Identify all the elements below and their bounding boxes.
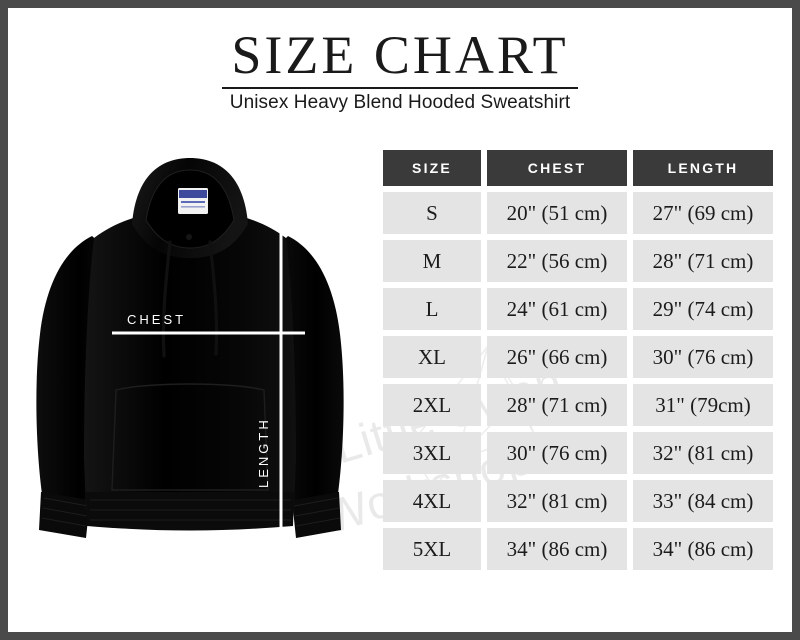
- cell-length: 32" (81 cm): [633, 432, 773, 474]
- brand-label: [178, 188, 208, 214]
- cell-size: M: [383, 240, 481, 282]
- drawstring-left: [161, 240, 172, 358]
- length-label: LENGTH: [256, 417, 271, 488]
- kangaroo-pocket: [111, 383, 269, 491]
- chest-label: CHEST: [127, 312, 186, 327]
- cell-length: 29" (74 cm): [633, 288, 773, 330]
- cell-size: S: [383, 192, 481, 234]
- left-cuff: [39, 492, 90, 538]
- table-row: XL 26" (66 cm) 30" (76 cm): [383, 336, 773, 378]
- cell-size: 3XL: [383, 432, 481, 474]
- title-divider: [222, 87, 578, 89]
- cell-chest: 32" (81 cm): [487, 480, 627, 522]
- measurement-overlay: CHEST LENGTH: [112, 208, 305, 564]
- column-header-size: SIZE: [383, 150, 481, 186]
- table-row: M 22" (56 cm) 28" (71 cm): [383, 240, 773, 282]
- column-header-chest: CHEST: [487, 150, 627, 186]
- cell-chest: 34" (86 cm): [487, 528, 627, 570]
- page-subtitle: Unisex Heavy Blend Hooded Sweatshirt: [229, 92, 571, 113]
- right-cuff: [292, 492, 341, 538]
- hem-rib: [86, 492, 294, 531]
- cell-size: 4XL: [383, 480, 481, 522]
- cell-length: 34" (86 cm): [633, 528, 773, 570]
- table-row: 3XL 30" (76 cm) 32" (81 cm): [383, 432, 773, 474]
- hoodie-body: [36, 158, 344, 538]
- cell-length: 31" (79cm): [633, 384, 773, 426]
- chart-canvas: SIZE CHART Unisex Heavy Blend Hooded Swe…: [8, 8, 792, 632]
- page-title: SIZE CHART: [231, 25, 569, 85]
- table-header-row: SIZE CHEST LENGTH: [383, 150, 773, 186]
- cell-chest: 24" (61 cm): [487, 288, 627, 330]
- cell-chest: 26" (66 cm): [487, 336, 627, 378]
- cell-chest: 22" (56 cm): [487, 240, 627, 282]
- cell-size: 5XL: [383, 528, 481, 570]
- cell-size: L: [383, 288, 481, 330]
- chart-header: SIZE CHART Unisex Heavy Blend Hooded Swe…: [8, 26, 792, 115]
- cell-length: 27" (69 cm): [633, 192, 773, 234]
- table-row: S 20" (51 cm) 27" (69 cm): [383, 192, 773, 234]
- table-row: 4XL 32" (81 cm) 33" (84 cm): [383, 480, 773, 522]
- cell-length: 30" (76 cm): [633, 336, 773, 378]
- cell-length: 33" (84 cm): [633, 480, 773, 522]
- garment-illustration: CHEST LENGTH: [20, 158, 370, 578]
- column-header-length: LENGTH: [633, 150, 773, 186]
- table-row: 2XL 28" (71 cm) 31" (79cm): [383, 384, 773, 426]
- cell-length: 28" (71 cm): [633, 240, 773, 282]
- table-row: 5XL 34" (86 cm) 34" (86 cm): [383, 528, 773, 570]
- hoodie-torso: [84, 210, 296, 510]
- cell-chest: 30" (76 cm): [487, 432, 627, 474]
- cell-chest: 20" (51 cm): [487, 192, 627, 234]
- cell-chest: 28" (71 cm): [487, 384, 627, 426]
- table-row: L 24" (61 cm) 29" (74 cm): [383, 288, 773, 330]
- size-table: SIZE CHEST LENGTH S 20" (51 cm) 27" (69 …: [383, 150, 773, 576]
- cell-size: 2XL: [383, 384, 481, 426]
- cell-size: XL: [383, 336, 481, 378]
- drawstring-right: [208, 240, 219, 356]
